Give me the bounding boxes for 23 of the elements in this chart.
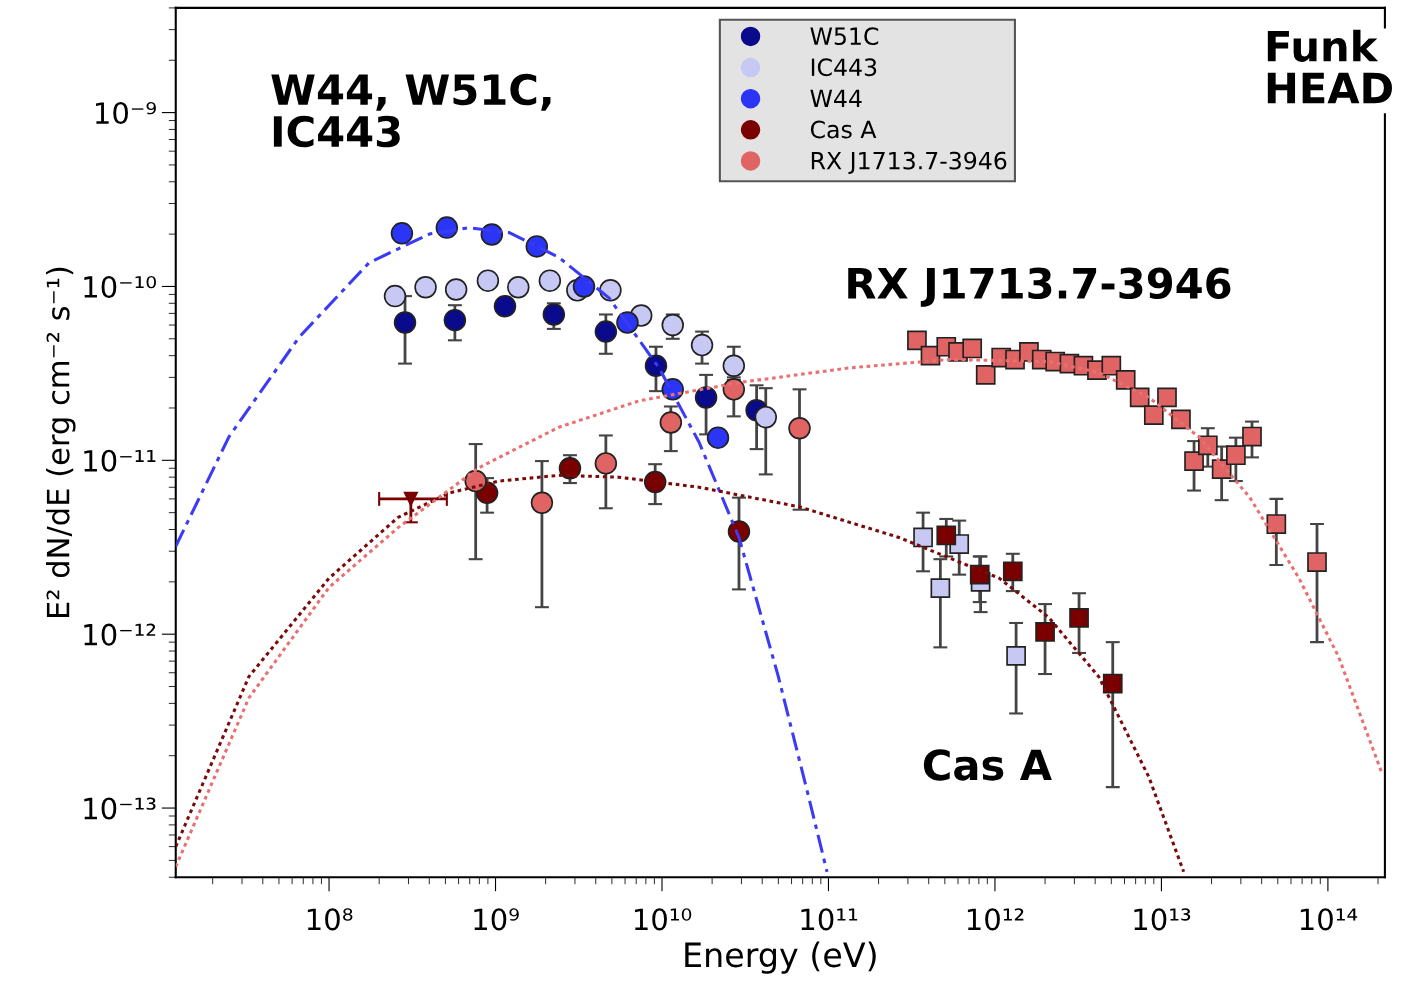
y-tick-label: 10⁻¹¹ bbox=[84, 449, 156, 472]
legend-label: W44 bbox=[810, 89, 862, 107]
x-tick-label: 10⁹ bbox=[474, 908, 519, 931]
x-tick-label: 10⁸ bbox=[307, 908, 353, 931]
legend-label: RX J1713.7-3946 bbox=[811, 151, 1007, 174]
x-tick-label: 10¹² bbox=[967, 908, 1024, 931]
y-axis-title: E² dN/dE (erg cm⁻² s⁻¹) bbox=[45, 267, 76, 618]
legend-label: IC443 bbox=[811, 58, 877, 77]
x-tick-label: 10¹³ bbox=[1134, 908, 1191, 931]
y-tick-label: 10⁻¹³ bbox=[84, 797, 156, 820]
annotation: Cas A bbox=[923, 749, 1052, 781]
x-tick-label: 10¹⁴ bbox=[1300, 908, 1358, 931]
annotation: RX J1713.7-3946 bbox=[848, 267, 1231, 307]
x-tick-label: 10¹¹ bbox=[801, 908, 858, 931]
annotation: W44, W51C, IC443 bbox=[271, 73, 551, 148]
legend-label: Cas A bbox=[810, 120, 877, 139]
annotation: Funk HEAD bbox=[1267, 29, 1392, 104]
y-tick-label: 10⁻¹² bbox=[84, 623, 156, 646]
x-tick-label: 10¹⁰ bbox=[634, 908, 692, 931]
x-axis-title: Energy (eV) bbox=[685, 941, 876, 974]
y-tick-label: 10⁻¹⁰ bbox=[84, 275, 156, 298]
y-tick-label: 10⁻⁹ bbox=[96, 102, 156, 125]
legend-label: W51C bbox=[810, 27, 879, 46]
